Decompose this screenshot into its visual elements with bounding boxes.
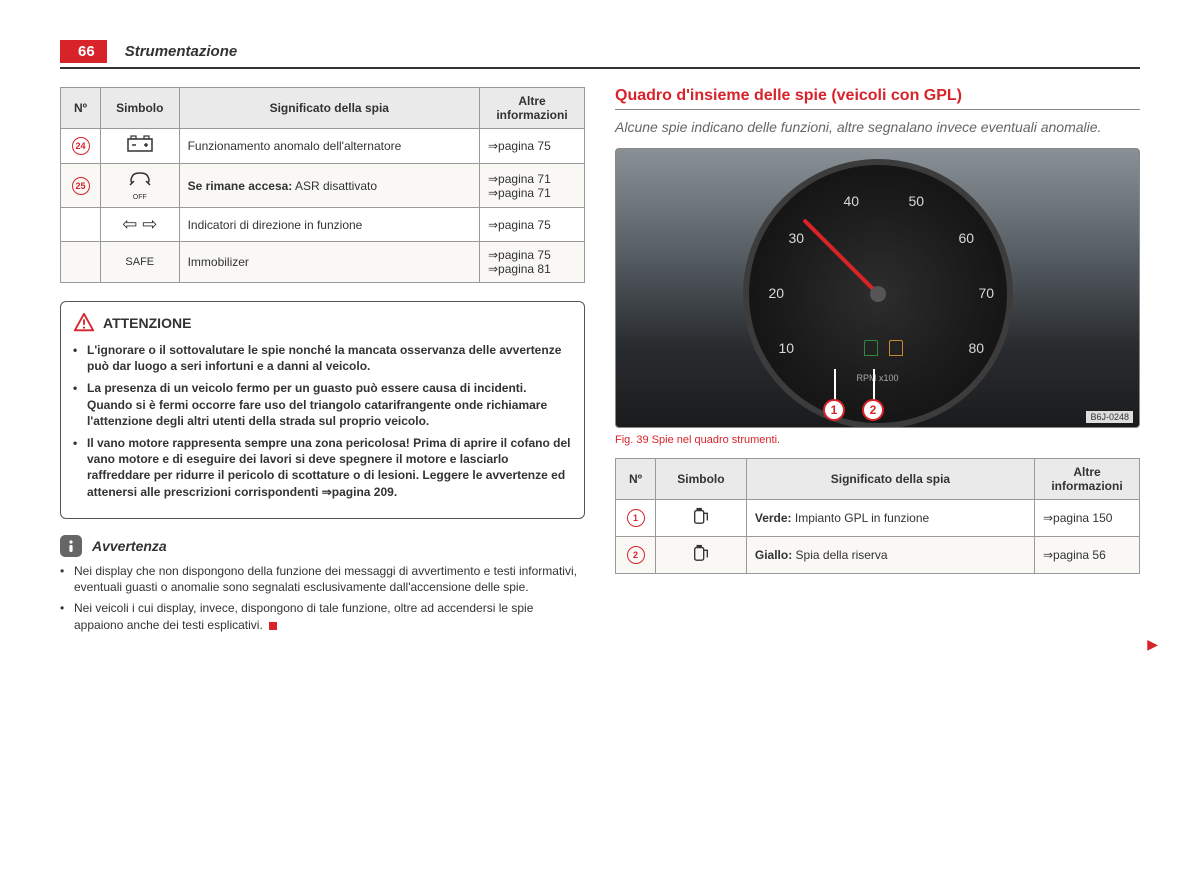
th-info: Altre informazioni <box>1035 459 1140 500</box>
note-title: Avvertenza <box>92 538 167 554</box>
table-row: 1 Verde: Impianto GPL in funzione ⇒pagin… <box>616 500 1140 537</box>
row-ref: ⇒pagina 71⇒pagina 71 <box>480 164 585 208</box>
attention-box: ATTENZIONE L'ignorare o il sottovalutare… <box>60 301 585 519</box>
row-ref: ⇒pagina 150 <box>1035 500 1140 537</box>
tachometer: 10 20 30 40 50 60 70 80 RPM x100 <box>743 159 1013 428</box>
th-symbol: Simbolo <box>656 459 747 500</box>
warning-lights-table: Nº Simbolo Significato della spia Altre … <box>60 87 585 283</box>
row-symbol <box>656 500 747 537</box>
th-meaning: Significato della spia <box>179 88 479 129</box>
note-item: Nei display che non dispongono della fun… <box>60 563 585 597</box>
subsection-description: Alcune spie indicano delle funzioni, alt… <box>615 118 1140 136</box>
row-symbol <box>656 537 747 574</box>
warning-triangle-icon <box>73 312 95 334</box>
th-symbol: Simbolo <box>101 88 180 129</box>
th-info: Altre informazioni <box>480 88 585 129</box>
section-title: Strumentazione <box>125 43 238 60</box>
table-row: 2 Giallo: Spia della riserva ⇒pagina 56 <box>616 537 1140 574</box>
row-ref: ⇒pagina 56 <box>1035 537 1140 574</box>
row-symbol: ⇦ ⇨ <box>101 208 180 242</box>
table-row: 24 Funzionamento anomalo dell'alternator… <box>61 129 585 164</box>
figure-code: B6J-0248 <box>1086 411 1133 423</box>
figure-caption: Fig. 39 Spie nel quadro strumenti. <box>615 434 1140 446</box>
section-end-marker <box>269 622 277 630</box>
attention-item: Il vano motore rappresenta sempre una zo… <box>73 435 572 500</box>
attention-title: ATTENZIONE <box>103 315 191 331</box>
row-meaning: Funzionamento anomalo dell'alternatore <box>179 129 479 164</box>
row-meaning: Se rimane accesa: ASR disattivato <box>179 164 479 208</box>
th-num: Nº <box>61 88 101 129</box>
table-row: ⇦ ⇨ Indicatori di direzione in funzione … <box>61 208 585 242</box>
right-column: Quadro d'insieme delle spie (veicoli con… <box>615 87 1140 638</box>
row-ref: ⇒pagina 75 <box>480 208 585 242</box>
row-symbol: SAFE <box>101 242 180 283</box>
row-number: 25 <box>72 177 90 195</box>
instrument-cluster-figure: 10 20 30 40 50 60 70 80 RPM x100 <box>615 148 1140 428</box>
row-ref: ⇒pagina 75⇒pagina 81 <box>480 242 585 283</box>
th-meaning: Significato della spia <box>746 459 1034 500</box>
row-meaning: Immobilizer <box>179 242 479 283</box>
attention-item: L'ignorare o il sottovalutare le spie no… <box>73 342 572 374</box>
page: 66 Strumentazione Nº Simbolo Significato… <box>0 0 1200 658</box>
gpl-table: Nº Simbolo Significato della spia Altre … <box>615 458 1140 574</box>
row-symbol <box>101 129 180 164</box>
subsection-heading: Quadro d'insieme delle spie (veicoli con… <box>615 87 1140 110</box>
content-columns: Nº Simbolo Significato della spia Altre … <box>60 87 1140 638</box>
th-num: Nº <box>616 459 656 500</box>
table-row: 25 OFF Se rimane accesa: ASR disattivato… <box>61 164 585 208</box>
row-number: 2 <box>627 546 645 564</box>
attention-item: La presenza di un veicolo fermo per un g… <box>73 380 572 429</box>
table-row: SAFE Immobilizer ⇒pagina 75⇒pagina 81 <box>61 242 585 283</box>
row-number: 1 <box>627 509 645 527</box>
row-meaning: Verde: Impianto GPL in funzione <box>746 500 1034 537</box>
note-header: Avvertenza <box>60 535 585 557</box>
note-item: Nei veicoli i cui display, invece, dispo… <box>60 600 585 634</box>
continuation-arrow-icon: ▶ <box>1147 636 1158 653</box>
page-number: 66 <box>60 40 107 63</box>
page-header: 66 Strumentazione <box>60 40 1140 69</box>
row-meaning: Indicatori di direzione in funzione <box>179 208 479 242</box>
info-icon <box>60 535 82 557</box>
note-list: Nei display che non dispongono della fun… <box>60 563 585 634</box>
left-column: Nº Simbolo Significato della spia Altre … <box>60 87 585 638</box>
row-number: 24 <box>72 137 90 155</box>
row-ref: ⇒pagina 75 <box>480 129 585 164</box>
row-symbol: OFF <box>101 164 180 208</box>
row-meaning: Giallo: Spia della riserva <box>746 537 1034 574</box>
